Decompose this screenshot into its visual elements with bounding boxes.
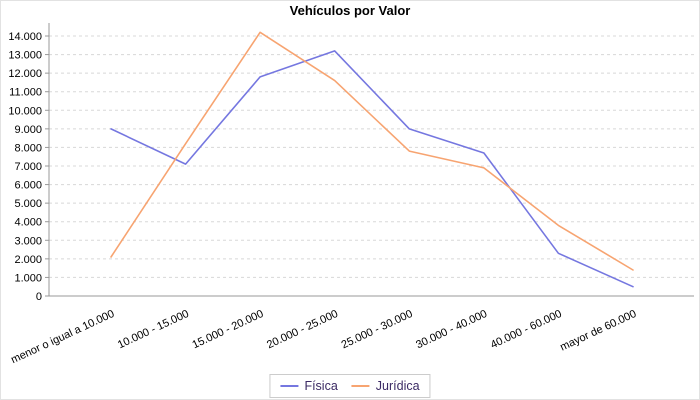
series-line-juridica — [110, 31, 634, 271]
x-category-label: 10.000 - 15.000 — [116, 308, 191, 351]
x-category-label: menor o igual a 10.000 — [9, 308, 116, 366]
axes — [48, 23, 694, 297]
x-category-label: mayor de 60.000 — [558, 308, 638, 354]
y-tick-label: 13.000 — [8, 50, 42, 62]
y-tick-label: 9.000 — [14, 124, 42, 136]
x-axis-labels: menor o igual a 10.000 10.000 - 15.000 15.… — [9, 308, 638, 366]
legend: Física Jurídica — [269, 374, 431, 398]
chart-title: Vehículos por Valor — [289, 3, 411, 18]
x-category-label: 30.000 - 40.000 — [414, 308, 489, 351]
y-tick-label: 11.000 — [9, 87, 42, 99]
y-tick-label: 5.000 — [14, 198, 42, 210]
gridlines — [49, 35, 694, 278]
x-category-label: 15.000 - 20.000 — [190, 308, 265, 351]
legend-entry-juridica: Jurídica — [351, 379, 420, 393]
x-category-label: 25.000 - 30.000 — [340, 308, 415, 351]
y-tick-label: 4.000 — [14, 217, 42, 229]
y-tick-label: 1.000 — [14, 272, 42, 284]
y-tick-label: 8.000 — [14, 142, 42, 154]
y-tick-label: 7.000 — [14, 161, 42, 173]
legend-swatch-fisica — [280, 385, 299, 387]
legend-entry-fisica: Física — [280, 379, 338, 393]
y-tick-label: 0 — [36, 291, 42, 303]
y-tick-label: 6.000 — [14, 180, 42, 192]
y-tick-label: 12.000 — [8, 68, 42, 80]
y-axis-labels: 0 1.000 2.000 3.000 4.000 5.000 6.000 7.000 8.00… — [8, 31, 49, 303]
series-line-fisica — [110, 50, 634, 288]
y-tick-label: 10.000 — [8, 105, 42, 117]
legend-label-juridica: Jurídica — [375, 379, 420, 393]
legend-label-fisica: Física — [304, 379, 338, 393]
y-tick-label: 14.000 — [8, 31, 42, 43]
x-category-label: 40.000 - 60.000 — [489, 308, 564, 351]
y-tick-label: 2.000 — [14, 254, 42, 266]
legend-swatch-juridica — [351, 385, 370, 387]
y-tick-label: 3.000 — [14, 235, 42, 247]
x-category-label: 20.000 - 25.000 — [265, 308, 340, 351]
